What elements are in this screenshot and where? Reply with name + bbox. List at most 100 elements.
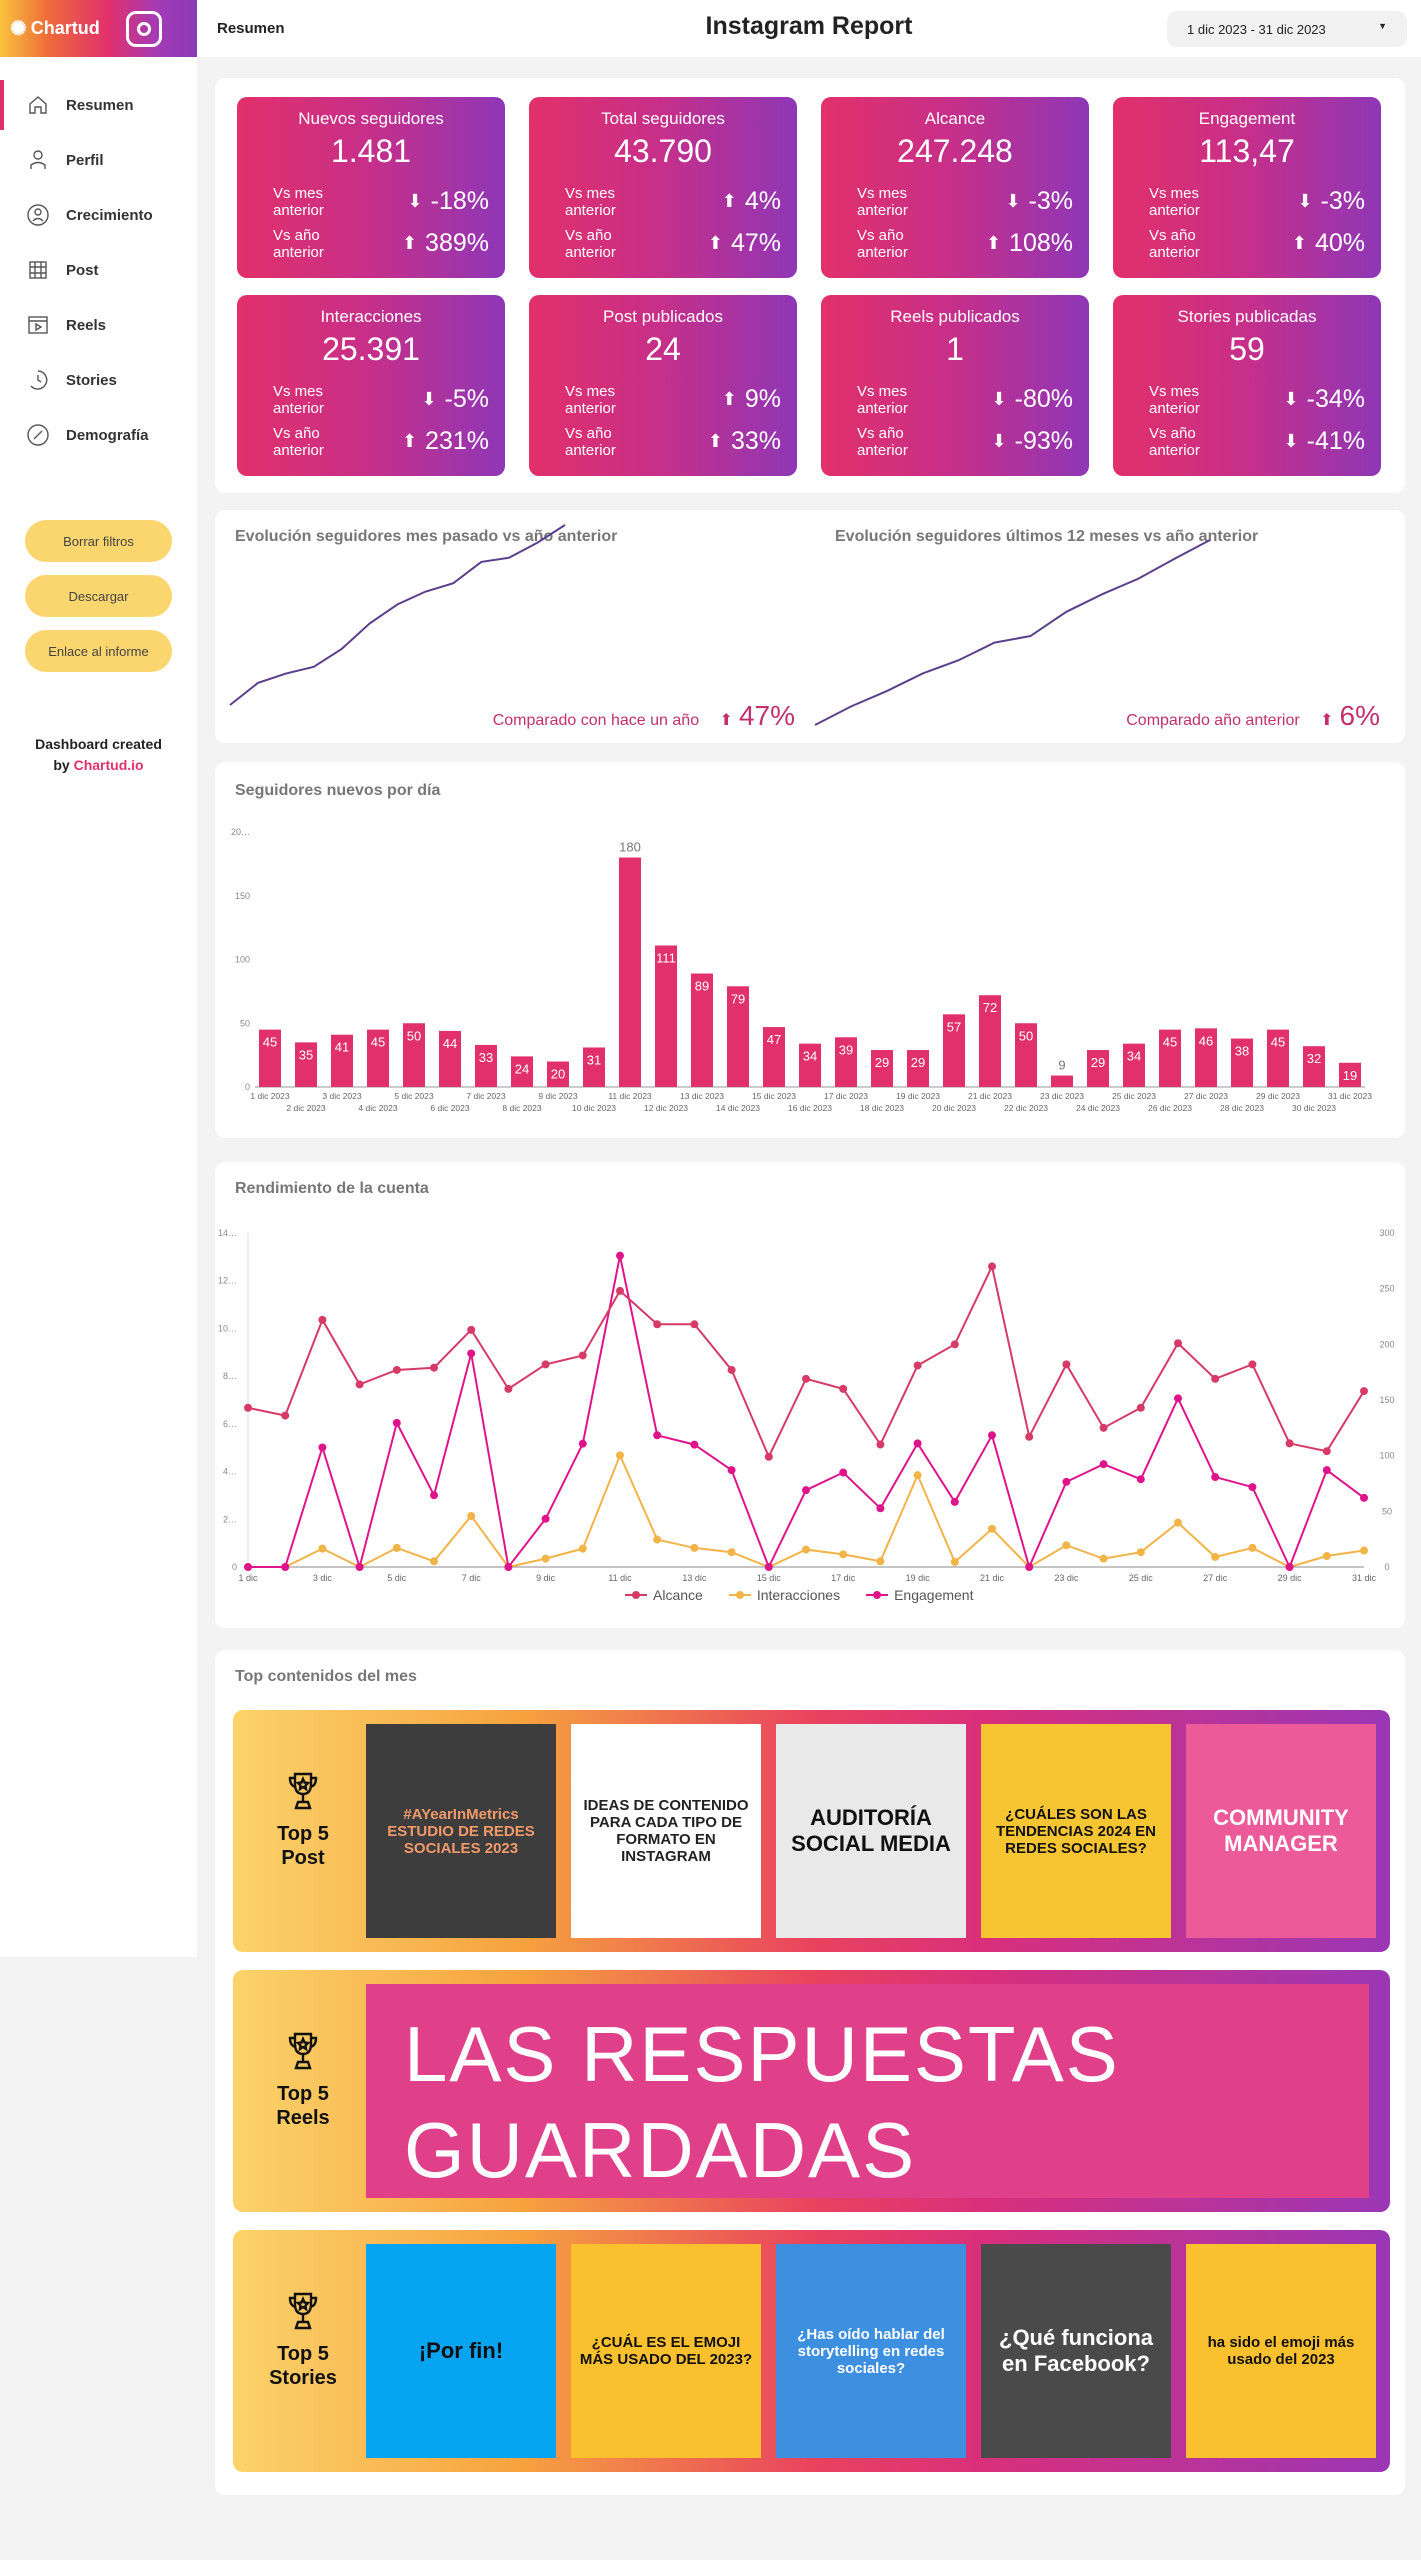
data-point[interactable] bbox=[727, 1365, 736, 1374]
data-point[interactable] bbox=[467, 1325, 476, 1334]
bar[interactable] bbox=[439, 1030, 461, 1087]
data-point[interactable] bbox=[1174, 1518, 1182, 1527]
data-point[interactable] bbox=[541, 1514, 550, 1523]
legend-interacciones[interactable]: Interacciones bbox=[728, 1587, 840, 1603]
bar[interactable] bbox=[1159, 1029, 1181, 1087]
data-point[interactable] bbox=[839, 1550, 848, 1559]
bar[interactable] bbox=[1231, 1038, 1253, 1087]
bar[interactable] bbox=[403, 1023, 425, 1087]
data-point[interactable] bbox=[1099, 1554, 1108, 1563]
data-point[interactable] bbox=[690, 1440, 699, 1449]
bar[interactable] bbox=[799, 1043, 821, 1087]
post-thumbnail[interactable]: ¿CUÁLES SON LAS TENDENCIAS 2024 EN REDES… bbox=[981, 1724, 1171, 1938]
data-point[interactable] bbox=[839, 1468, 848, 1477]
bar[interactable] bbox=[295, 1042, 317, 1087]
data-point[interactable] bbox=[1062, 1360, 1071, 1369]
data-point[interactable] bbox=[541, 1360, 550, 1369]
data-point[interactable] bbox=[1136, 1403, 1145, 1412]
sidebar-item-perfil[interactable]: Perfil bbox=[0, 135, 197, 185]
data-point[interactable] bbox=[802, 1374, 810, 1383]
data-point[interactable] bbox=[616, 1451, 624, 1460]
data-point[interactable] bbox=[1062, 1477, 1071, 1486]
data-point[interactable] bbox=[988, 1524, 996, 1533]
bar[interactable] bbox=[1123, 1043, 1145, 1087]
data-point[interactable] bbox=[1322, 1552, 1331, 1561]
data-point[interactable] bbox=[616, 1251, 624, 1260]
bar[interactable] bbox=[943, 1014, 965, 1087]
data-point[interactable] bbox=[913, 1361, 922, 1370]
data-point[interactable] bbox=[281, 1411, 290, 1420]
bar[interactable] bbox=[583, 1047, 605, 1087]
data-point[interactable] bbox=[727, 1466, 736, 1475]
data-point[interactable] bbox=[1211, 1473, 1220, 1482]
data-point[interactable] bbox=[764, 1452, 773, 1461]
legend-engagement[interactable]: Engagement bbox=[866, 1587, 974, 1603]
data-point[interactable] bbox=[430, 1557, 438, 1566]
data-point[interactable] bbox=[430, 1363, 438, 1372]
data-point[interactable] bbox=[988, 1431, 996, 1440]
data-point[interactable] bbox=[244, 1403, 252, 1412]
data-point[interactable] bbox=[802, 1486, 810, 1495]
data-point[interactable] bbox=[1248, 1543, 1257, 1552]
chartud-link[interactable]: Chartud.io bbox=[73, 757, 144, 773]
sidebar-item-reels[interactable]: Reels bbox=[0, 300, 197, 350]
bar[interactable] bbox=[691, 973, 713, 1087]
bar[interactable] bbox=[511, 1056, 533, 1087]
data-point[interactable] bbox=[318, 1315, 327, 1324]
data-point[interactable] bbox=[913, 1471, 922, 1480]
bar[interactable] bbox=[835, 1037, 857, 1087]
data-point[interactable] bbox=[1360, 1546, 1368, 1555]
data-point[interactable] bbox=[504, 1384, 513, 1393]
data-point[interactable] bbox=[467, 1349, 476, 1358]
sidebar-item-demografia[interactable]: Demografía bbox=[0, 410, 197, 460]
data-point[interactable] bbox=[1285, 1439, 1294, 1448]
data-point[interactable] bbox=[653, 1431, 662, 1440]
data-point[interactable] bbox=[1099, 1423, 1108, 1432]
data-point[interactable] bbox=[281, 1563, 290, 1571]
sidebar-item-crecimiento[interactable]: Crecimiento bbox=[0, 190, 197, 240]
clear-filters-button[interactable]: Borrar filtros bbox=[25, 520, 172, 562]
data-point[interactable] bbox=[876, 1557, 885, 1566]
data-point[interactable] bbox=[616, 1286, 624, 1295]
storie-thumbnail[interactable]: ¡Por fin! bbox=[366, 2244, 556, 2458]
data-point[interactable] bbox=[876, 1504, 885, 1513]
bar[interactable] bbox=[1195, 1028, 1217, 1087]
bar[interactable] bbox=[1303, 1046, 1325, 1087]
storie-thumbnail[interactable]: ¿CUÁL ES EL EMOJI MÁS USADO DEL 2023? bbox=[571, 2244, 761, 2458]
bar[interactable] bbox=[331, 1034, 353, 1087]
data-point[interactable] bbox=[802, 1545, 810, 1554]
data-point[interactable] bbox=[950, 1340, 959, 1349]
data-point[interactable] bbox=[1025, 1563, 1034, 1571]
data-point[interactable] bbox=[1025, 1432, 1034, 1441]
data-point[interactable] bbox=[578, 1439, 587, 1448]
data-point[interactable] bbox=[355, 1563, 364, 1571]
data-point[interactable] bbox=[727, 1548, 736, 1557]
bar[interactable] bbox=[1339, 1062, 1361, 1087]
data-point[interactable] bbox=[318, 1544, 327, 1553]
data-point[interactable] bbox=[1360, 1387, 1368, 1396]
data-point[interactable] bbox=[578, 1351, 587, 1360]
data-point[interactable] bbox=[1360, 1493, 1368, 1502]
bar[interactable] bbox=[547, 1061, 569, 1088]
data-point[interactable] bbox=[988, 1262, 996, 1271]
data-point[interactable] bbox=[504, 1563, 513, 1571]
bar[interactable] bbox=[727, 986, 749, 1087]
data-point[interactable] bbox=[392, 1418, 401, 1427]
data-point[interactable] bbox=[690, 1543, 699, 1552]
reel-thumbnail[interactable]: LAS RESPUESTAS GUARDADAS bbox=[366, 1984, 1369, 2198]
data-point[interactable] bbox=[1136, 1548, 1145, 1557]
data-point[interactable] bbox=[950, 1557, 959, 1566]
data-point[interactable] bbox=[764, 1563, 773, 1571]
post-thumbnail[interactable]: #AYearInMetrics ESTUDIO DE REDES SOCIALE… bbox=[366, 1724, 556, 1938]
data-point[interactable] bbox=[913, 1439, 922, 1448]
data-point[interactable] bbox=[1062, 1541, 1071, 1550]
bar[interactable] bbox=[979, 995, 1001, 1087]
storie-thumbnail[interactable]: ha sido el emoji más usado del 2023 bbox=[1186, 2244, 1376, 2458]
bar[interactable] bbox=[1015, 1023, 1037, 1087]
data-point[interactable] bbox=[876, 1440, 885, 1449]
sidebar-item-post[interactable]: Post bbox=[0, 245, 197, 295]
data-point[interactable] bbox=[1322, 1447, 1331, 1456]
data-point[interactable] bbox=[1248, 1360, 1257, 1369]
post-thumbnail[interactable]: IDEAS DE CONTENIDO PARA CADA TIPO DE FOR… bbox=[571, 1724, 761, 1938]
sidebar-item-stories[interactable]: Stories bbox=[0, 355, 197, 405]
